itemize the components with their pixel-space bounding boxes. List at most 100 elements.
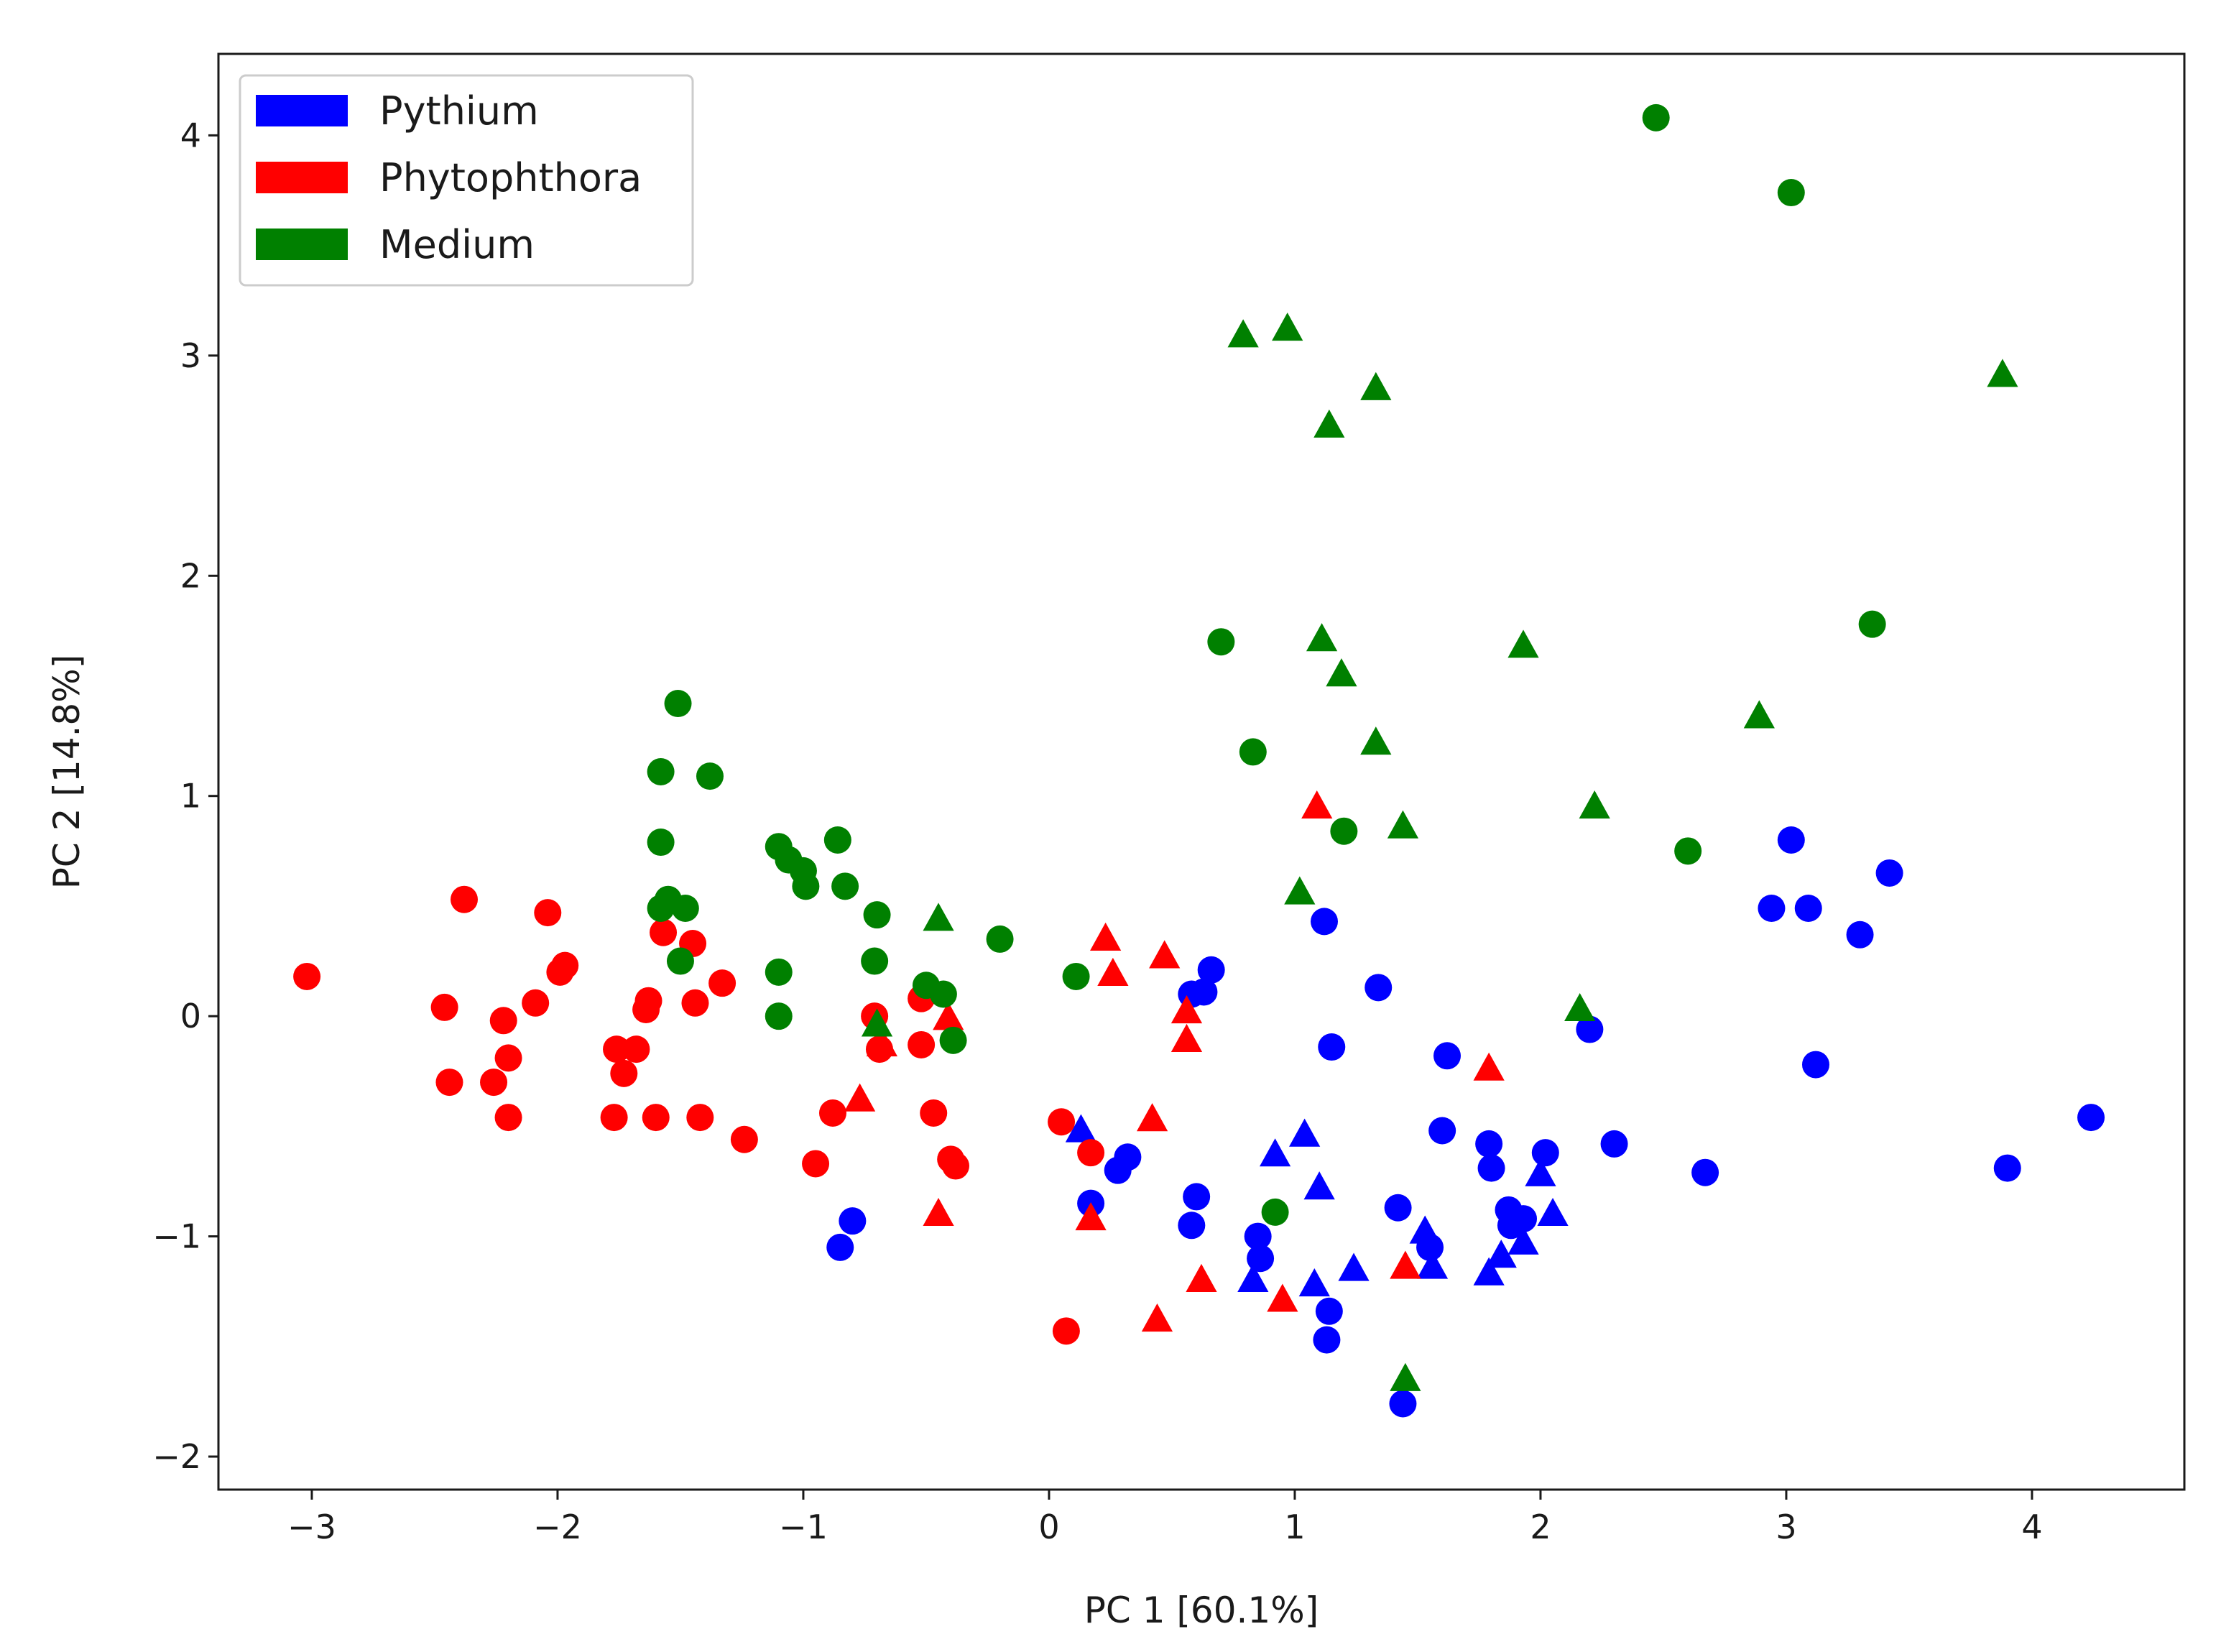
medium-triangle-point (1360, 726, 1392, 755)
pythium-triangle-point (1237, 1263, 1269, 1292)
legend: Pythium Phytophthora Medium (239, 74, 694, 287)
medium-circle-point (1642, 103, 1670, 131)
phytophthora-circle-point (551, 951, 579, 979)
phytophthora-circle-point (708, 969, 737, 997)
pythium-circle-point (1428, 1117, 1456, 1145)
pythium-circle-point (1475, 1130, 1503, 1158)
medium-circle-point (1777, 179, 1805, 207)
pythium-triangle-point (1289, 1118, 1321, 1147)
phytophthora-circle-point (942, 1152, 969, 1180)
medium-triangle-point (1306, 623, 1338, 652)
phytophthora-circle-point (650, 918, 678, 946)
pythium-triangle-point (1473, 1257, 1505, 1286)
medium-triangle-point (1360, 372, 1392, 400)
x-tick-label: 3 (1776, 1508, 1796, 1546)
medium-triangle-point (1326, 658, 1357, 687)
phytophthora-circle-point (642, 1104, 670, 1132)
phytophthora-triangle-point (1170, 995, 1203, 1024)
medium-circle-point (671, 894, 699, 922)
pythium-circle-point (1758, 894, 1786, 922)
phytophthora-circle-point (634, 987, 662, 1015)
phytophthora-circle-point (603, 1035, 631, 1063)
medium-circle-point (647, 758, 675, 785)
medium-circle-point (823, 826, 851, 854)
phytophthora-circle-point (480, 1069, 508, 1097)
phytophthora-circle-point (730, 1125, 758, 1153)
phytophthora-circle-point (494, 1044, 522, 1072)
x-tick-label: 1 (1284, 1508, 1305, 1546)
pythium-circle-point (1691, 1158, 1719, 1186)
y-tick-label: −2 (152, 1437, 201, 1476)
y-tick-label: 3 (180, 336, 201, 375)
pythium-triangle-point (1409, 1215, 1441, 1244)
pythium-triangle-point (1338, 1252, 1370, 1281)
y-axis: −2 −1 0 1 2 3 4 (152, 116, 218, 1476)
pythium-circle-point (1311, 908, 1338, 936)
pythium-circle-point (1600, 1130, 1628, 1158)
phytophthora-triangle-point (1186, 1263, 1217, 1292)
phytophthora-triangle-point (1090, 922, 1122, 951)
y-tick-label: 2 (180, 556, 201, 595)
medium-triangle-point (1743, 700, 1775, 729)
phytophthora-circle-point (489, 1007, 517, 1035)
medium-circle-point (939, 1026, 967, 1054)
plot-area-frame (217, 52, 2186, 1491)
phytophthora-circle-point (1052, 1317, 1080, 1345)
chart-marks (293, 103, 2105, 1418)
phytophthora-circle-point (430, 993, 458, 1021)
legend-label-medium: Medium (379, 222, 535, 267)
pythium-circle-point (826, 1233, 854, 1261)
phytophthora-triangle-point (1390, 1250, 1421, 1279)
pythium-circle-point (839, 1207, 867, 1235)
pythium-circle-point (1315, 1297, 1343, 1325)
pythium-circle-point (1510, 1205, 1538, 1233)
phytophthora-circle-point (293, 962, 321, 990)
pythium-circle-point (1318, 1033, 1346, 1061)
medium-circle-point (1062, 962, 1090, 990)
y-axis-label: PC 2 [14.8%] (46, 655, 88, 890)
legend-swatch-phytophthora (256, 162, 348, 193)
phytophthora-triangle-point (1170, 1023, 1203, 1052)
phytophthora-circle-point (610, 1059, 638, 1087)
legend-swatch-medium (256, 229, 348, 260)
medium-circle-point (765, 1002, 793, 1030)
medium-triangle-point (1579, 790, 1610, 819)
phytophthora-circle-point (451, 885, 478, 913)
medium-circle-point (666, 947, 694, 975)
phytophthora-circle-point (522, 989, 550, 1017)
medium-triangle-point (1313, 409, 1345, 438)
phytophthora-triangle-point (923, 1197, 954, 1227)
pythium-circle-point (1244, 1222, 1272, 1250)
phytophthora-circle-point (681, 989, 709, 1017)
medium-circle-point (1674, 837, 1702, 865)
phytophthora-circle-point (1048, 1108, 1076, 1136)
pythium-circle-point (1365, 974, 1393, 1002)
medium-circle-point (831, 872, 859, 900)
phytophthora-circle-point (819, 1099, 846, 1127)
legend-swatch-pythium (256, 95, 348, 126)
pythium-triangle-point (1065, 1114, 1097, 1143)
phytophthora-triangle-point (1473, 1052, 1505, 1081)
medium-triangle-point (1387, 810, 1419, 839)
y-tick-label: 0 (180, 997, 201, 1035)
phytophthora-circle-point (600, 1104, 628, 1132)
medium-circle-point (929, 980, 957, 1008)
pythium-circle-point (1531, 1139, 1559, 1167)
phytophthora-triangle-point (1267, 1283, 1298, 1312)
x-tick-label: −2 (533, 1508, 582, 1546)
medium-triangle-point (1507, 629, 1539, 658)
medium-circle-point (1261, 1198, 1289, 1226)
phytophthora-triangle-point (844, 1083, 876, 1112)
pythium-circle-point (1802, 1051, 1829, 1079)
x-tick-label: −1 (779, 1508, 828, 1546)
medium-circle-point (861, 947, 889, 975)
phytophthora-triangle-point (1097, 957, 1129, 987)
pythium-circle-point (1993, 1154, 2021, 1182)
medium-triangle-point (923, 903, 954, 931)
medium-circle-point (1330, 817, 1358, 845)
medium-triangle-point (1564, 992, 1596, 1022)
x-tick-label: 2 (1530, 1508, 1551, 1546)
phytophthora-circle-point (435, 1069, 463, 1097)
phytophthora-circle-point (908, 1030, 936, 1058)
